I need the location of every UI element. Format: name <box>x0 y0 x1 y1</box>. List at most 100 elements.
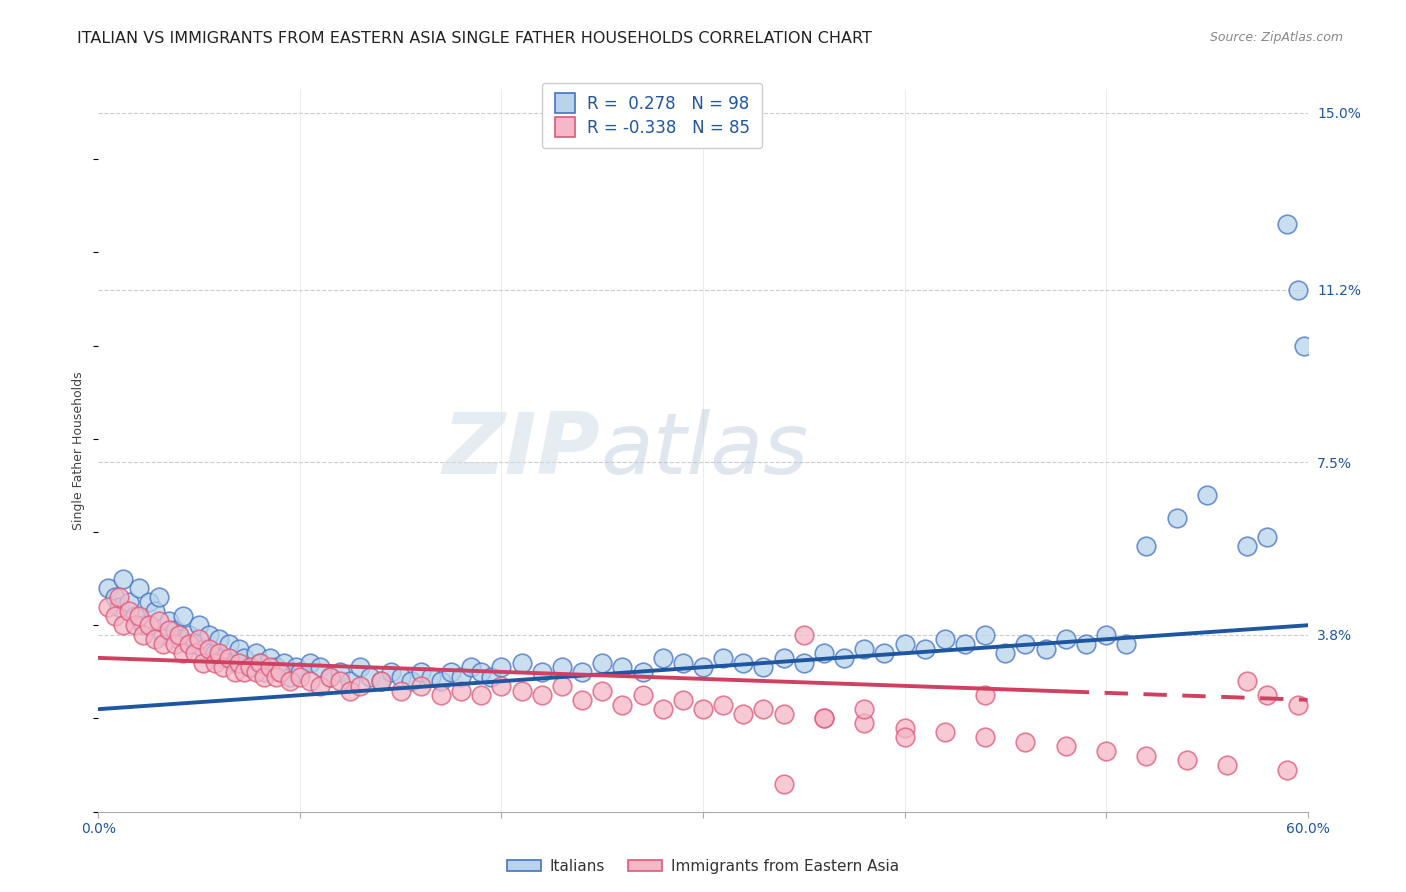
Point <box>591 656 613 670</box>
Point <box>152 627 174 641</box>
Point <box>974 627 997 641</box>
Point <box>198 627 221 641</box>
Point <box>103 609 125 624</box>
Point <box>510 683 533 698</box>
Point <box>193 656 215 670</box>
Point <box>450 683 472 698</box>
Point <box>148 591 170 605</box>
Point <box>510 656 533 670</box>
Point <box>1035 641 1057 656</box>
Point <box>1286 698 1309 712</box>
Point <box>163 637 186 651</box>
Point <box>319 669 342 683</box>
Text: Source: ZipAtlas.com: Source: ZipAtlas.com <box>1209 31 1343 45</box>
Point <box>974 730 997 744</box>
Point <box>193 641 215 656</box>
Point <box>389 683 412 698</box>
Point <box>143 632 166 647</box>
Point <box>1115 637 1137 651</box>
Point <box>530 688 553 702</box>
Point <box>491 660 513 674</box>
Point <box>212 660 235 674</box>
Point <box>152 637 174 651</box>
Point <box>218 637 240 651</box>
Point <box>772 651 794 665</box>
Point <box>103 591 125 605</box>
Point <box>278 669 301 683</box>
Point <box>953 637 976 651</box>
Point <box>1074 637 1097 651</box>
Point <box>118 595 141 609</box>
Point <box>893 637 915 651</box>
Point <box>460 660 482 674</box>
Point <box>430 674 453 689</box>
Point <box>672 693 695 707</box>
Point <box>128 609 150 624</box>
Point <box>163 623 186 637</box>
Point <box>934 725 956 739</box>
Point <box>138 595 160 609</box>
Point <box>409 679 432 693</box>
Point <box>692 702 714 716</box>
Point <box>399 674 422 689</box>
Text: ITALIAN VS IMMIGRANTS FROM EASTERN ASIA SINGLE FATHER HOUSEHOLDS CORRELATION CHA: ITALIAN VS IMMIGRANTS FROM EASTERN ASIA … <box>77 31 872 46</box>
Point <box>733 706 755 721</box>
Point <box>349 660 371 674</box>
Point <box>994 646 1017 660</box>
Point <box>380 665 402 679</box>
Point <box>1054 739 1077 754</box>
Point <box>132 618 155 632</box>
Point <box>111 618 134 632</box>
Point <box>167 627 190 641</box>
Point <box>450 669 472 683</box>
Point <box>1195 488 1218 502</box>
Point <box>97 581 120 595</box>
Point <box>1014 637 1036 651</box>
Point <box>204 646 226 660</box>
Point <box>264 660 287 674</box>
Point <box>107 599 129 614</box>
Point <box>118 604 141 618</box>
Point <box>420 669 443 683</box>
Point <box>530 665 553 679</box>
Point <box>752 660 775 674</box>
Point <box>329 665 352 679</box>
Point <box>813 711 835 725</box>
Point <box>172 609 194 624</box>
Point <box>1277 763 1299 777</box>
Point <box>1054 632 1077 647</box>
Point <box>793 627 815 641</box>
Legend: Italians, Immigrants from Eastern Asia: Italians, Immigrants from Eastern Asia <box>501 853 905 880</box>
Point <box>249 656 271 670</box>
Y-axis label: Single Father Households: Single Father Households <box>72 371 86 530</box>
Point <box>284 660 307 674</box>
Point <box>772 706 794 721</box>
Point <box>914 641 936 656</box>
Point <box>832 651 855 665</box>
Point <box>853 641 876 656</box>
Point <box>124 609 146 624</box>
Point <box>389 669 412 683</box>
Point <box>107 591 129 605</box>
Point <box>1014 735 1036 749</box>
Point <box>299 674 322 689</box>
Point <box>612 698 634 712</box>
Point <box>440 665 463 679</box>
Point <box>269 665 291 679</box>
Point <box>481 669 503 683</box>
Text: atlas: atlas <box>600 409 808 492</box>
Point <box>138 618 160 632</box>
Point <box>974 688 997 702</box>
Point <box>360 669 382 683</box>
Point <box>319 669 342 683</box>
Point <box>253 665 276 679</box>
Point <box>470 688 492 702</box>
Point <box>228 641 250 656</box>
Point <box>124 618 146 632</box>
Point <box>893 730 915 744</box>
Point <box>132 627 155 641</box>
Point <box>208 646 231 660</box>
Point <box>208 632 231 647</box>
Point <box>370 674 392 689</box>
Point <box>571 693 593 707</box>
